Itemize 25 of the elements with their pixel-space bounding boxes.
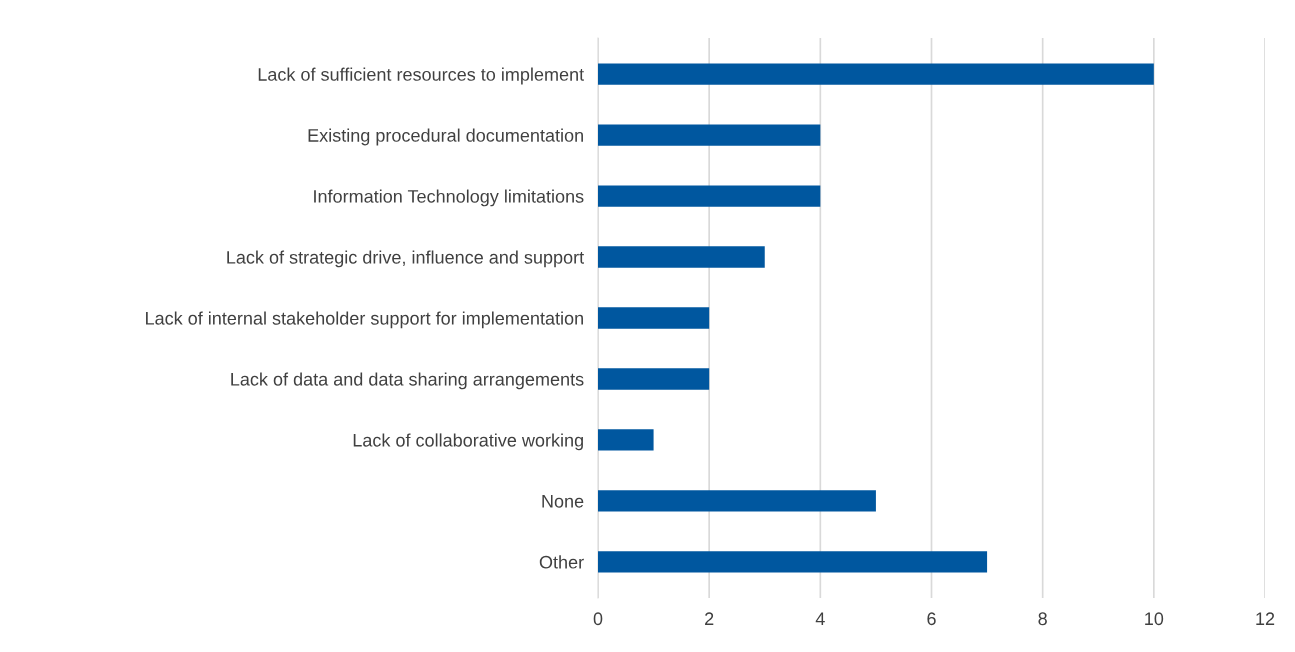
x-tick-label: 2 bbox=[705, 612, 714, 625]
x-tick-label: 12 bbox=[1256, 612, 1275, 625]
bar bbox=[598, 246, 765, 268]
y-tick-label: Lack of data and data sharing arrangements bbox=[231, 372, 584, 390]
bar bbox=[598, 551, 988, 573]
bar bbox=[598, 63, 1154, 85]
x-tick-label: 4 bbox=[815, 612, 825, 625]
bar bbox=[598, 124, 821, 146]
y-tick-label: None bbox=[542, 495, 584, 508]
y-tick-label: Lack of internal stakeholder support for implementation bbox=[146, 311, 583, 329]
bar bbox=[598, 185, 821, 207]
y-tick-label: Lack of sufficient resources to implement bbox=[258, 67, 584, 85]
y-tick-label: Information Technology limitations bbox=[314, 189, 584, 207]
bar bbox=[598, 368, 710, 390]
y-tick-label: Lack of collaborative working bbox=[353, 433, 583, 451]
x-tick-label: 8 bbox=[1038, 612, 1047, 626]
bar bbox=[598, 429, 654, 451]
x-tick-label: 10 bbox=[1145, 612, 1164, 626]
x-tick-label: 0 bbox=[593, 612, 603, 626]
bar bbox=[598, 490, 876, 512]
bar bbox=[598, 307, 710, 329]
y-tick-label: Other bbox=[539, 555, 584, 569]
y-tick-label: Lack of strategic drive, influence and support bbox=[227, 250, 584, 268]
x-tick-label: 6 bbox=[927, 612, 936, 626]
y-tick-label: Existing procedural documentation bbox=[308, 128, 583, 146]
